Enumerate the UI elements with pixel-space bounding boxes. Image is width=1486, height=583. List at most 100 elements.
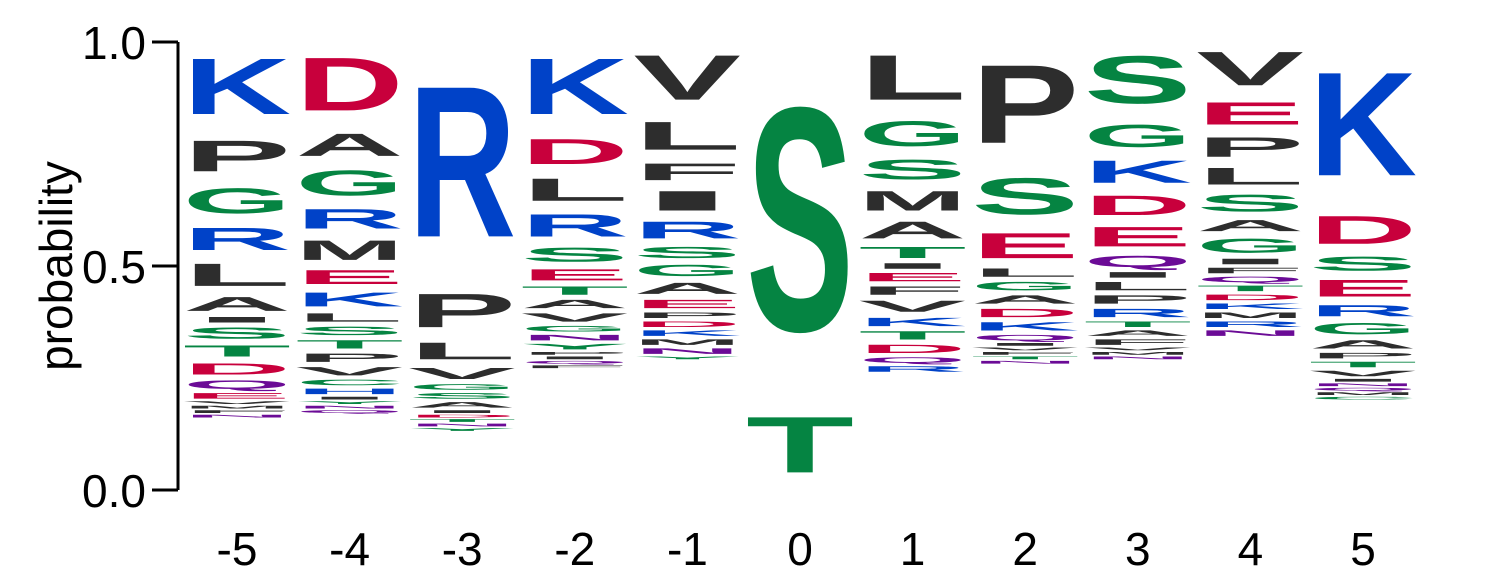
residue-letter: A <box>1196 217 1304 235</box>
residue-letter: L <box>521 172 629 208</box>
residue-letter: K <box>521 42 629 131</box>
residue-letter: K <box>1309 41 1417 207</box>
residue-letter: M <box>1084 351 1192 355</box>
residue-letter: T <box>859 243 967 261</box>
residue-letter: S <box>1084 42 1192 118</box>
residue-letter: V <box>1309 369 1417 378</box>
residue-letter: N <box>408 423 516 427</box>
residue-letter: A <box>859 217 967 244</box>
x-tick-label: -5 <box>217 523 258 575</box>
residue-letter: L <box>1196 163 1304 190</box>
residue-letter: P <box>1196 131 1304 162</box>
residue-letter: G <box>1196 235 1304 257</box>
residue-letter: S <box>971 168 1079 226</box>
residue-letter: P <box>1084 293 1192 306</box>
residue-letter: N <box>1309 382 1417 386</box>
residue-letter: Q <box>296 409 404 413</box>
residue-letter: V <box>183 400 291 404</box>
residue-letter: S <box>296 324 404 337</box>
residue-letter: I <box>971 342 1079 346</box>
logo-column: ST <box>746 40 854 490</box>
residue-letter: Q <box>859 356 967 365</box>
residue-letter: R <box>1196 320 1304 329</box>
residue-letter: F <box>971 351 1079 355</box>
residue-letter: Y <box>408 427 516 431</box>
residue-letter: V <box>971 347 1079 351</box>
residue-letter: T <box>1309 360 1417 369</box>
residue-letter: Q <box>971 333 1079 342</box>
x-tick-label: -4 <box>329 523 370 575</box>
residue-letter: K <box>859 315 967 328</box>
residue-letter: G <box>971 279 1079 292</box>
residue-letter: Q <box>183 378 291 391</box>
residue-letter: R <box>633 217 741 244</box>
residue-letter: S <box>521 244 629 266</box>
residue-letter: R <box>521 208 629 244</box>
residue-letter: N <box>1084 356 1192 360</box>
x-tick-label: 1 <box>900 523 926 575</box>
residue-letter: F <box>1084 338 1192 347</box>
residue-letter: M <box>1196 311 1304 320</box>
residue-letter: I <box>859 262 967 271</box>
residue-letter: A <box>183 293 291 315</box>
residue-letter: G <box>633 262 741 280</box>
residue-letter: D <box>1309 208 1417 253</box>
residue-letter: P <box>971 41 1079 167</box>
x-tick-label: -1 <box>667 523 708 575</box>
y-tick-label: 1.0 <box>82 17 146 69</box>
residue-letter: P <box>408 284 516 337</box>
residue-letter: M <box>183 405 291 409</box>
residue-letter: K <box>1196 302 1304 311</box>
residue-letter: P <box>296 351 404 364</box>
residue-letter: R <box>859 365 967 374</box>
residue-letter: N <box>183 414 291 418</box>
residue-letter: V <box>296 365 404 378</box>
logo-stacks: KPGRLAISTDQEVMFNDAGRMEKLSTPVCHIYNQRPLVGS… <box>183 40 1417 490</box>
residue-letter: F <box>859 284 967 297</box>
residue-letter: F <box>183 409 291 413</box>
residue-letter: Q <box>1196 275 1304 284</box>
residue-letter: D <box>859 342 967 355</box>
residue-letter: E <box>633 297 741 310</box>
x-tick-label: -3 <box>442 523 483 575</box>
residue-letter: S <box>1309 253 1417 275</box>
residue-letter: M <box>633 338 741 347</box>
residue-letter: V <box>1084 347 1192 351</box>
residue-letter: L <box>971 266 1079 279</box>
y-tick-label: 0.5 <box>82 241 146 293</box>
residue-letter: T <box>1196 284 1304 293</box>
residue-letter: Q <box>521 360 629 364</box>
x-tick-label: -2 <box>554 523 595 575</box>
residue-letter: A <box>296 127 404 163</box>
x-tick-label: 4 <box>1238 523 1264 575</box>
residue-letter: P <box>183 132 291 181</box>
residue-letter: I <box>183 315 291 324</box>
residue-letter: E <box>1084 221 1192 252</box>
residue-letter: P <box>1309 351 1417 360</box>
residue-letter: K <box>183 42 291 131</box>
residue-letter: A <box>521 297 629 310</box>
residue-letter: K <box>633 329 741 338</box>
residue-letter: N <box>296 405 404 409</box>
residue-letter: E <box>1309 275 1417 302</box>
residue-letter: T <box>183 342 291 360</box>
residue-letter: S <box>746 40 854 398</box>
residue-letter: R <box>183 221 291 257</box>
residue-letter: R <box>408 42 516 283</box>
residue-letter: M <box>296 234 404 265</box>
residue-letter: N <box>521 333 629 342</box>
residue-letter: F <box>633 158 741 185</box>
residue-letter: I <box>1084 270 1192 279</box>
residue-letter: N <box>971 360 1079 364</box>
residue-letter: V <box>408 365 516 383</box>
residue-letter: E <box>183 391 291 400</box>
residue-letter: T <box>971 356 1079 360</box>
residue-letter: A <box>1309 338 1417 351</box>
residue-letter: I <box>633 185 741 216</box>
